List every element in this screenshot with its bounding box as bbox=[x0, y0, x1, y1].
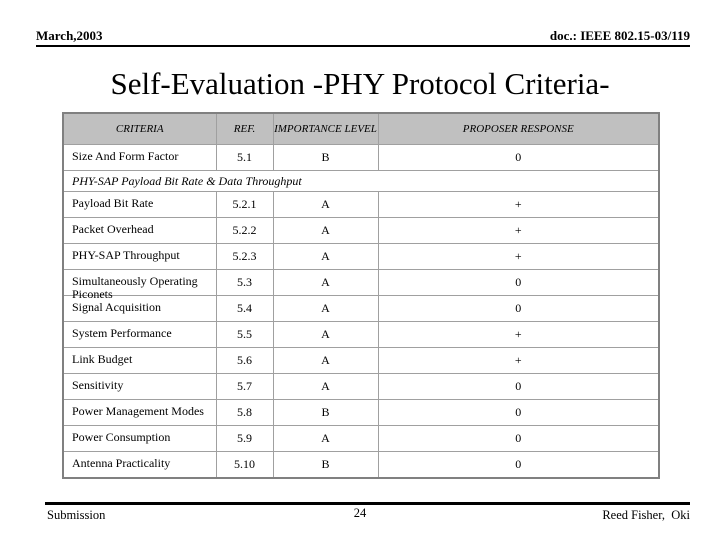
level-cell: A bbox=[272, 191, 379, 218]
header-doc-number: doc.: IEEE 802.15-03/119 bbox=[549, 28, 690, 43]
footer-rule bbox=[45, 502, 690, 505]
level-cell: A bbox=[272, 217, 379, 244]
level-cell: A bbox=[272, 321, 379, 348]
level-cell: A bbox=[272, 243, 379, 270]
header-rule bbox=[36, 45, 690, 47]
ref-cell: 5.2.3 bbox=[215, 243, 274, 270]
ref-cell: 5.5 bbox=[215, 321, 274, 348]
table-row: Packet Overhead 5.2.2 A + bbox=[62, 217, 660, 244]
ref-cell: 5.6 bbox=[215, 347, 274, 374]
ref-cell: 5.2.1 bbox=[215, 191, 274, 218]
level-cell: A bbox=[272, 425, 379, 452]
criteria-label: PHY-SAP Throughput bbox=[72, 247, 180, 262]
table-row: Payload Bit Rate 5.2.1 A + bbox=[62, 191, 660, 218]
response-cell: 0 bbox=[377, 295, 660, 322]
column-header-ref: REF. bbox=[215, 112, 274, 145]
table-row: System Performance 5.5 A + bbox=[62, 321, 660, 348]
table-row: Power Management Modes 5.8 B 0 bbox=[62, 399, 660, 426]
ref-cell: 5.7 bbox=[215, 373, 274, 400]
header-date: March,2003 bbox=[36, 28, 103, 43]
table-row: Simultaneously Operating Piconets 5.3 A 0 bbox=[62, 269, 660, 301]
level-cell: B bbox=[272, 399, 379, 426]
response-cell: + bbox=[377, 347, 660, 374]
level-cell: A bbox=[272, 269, 379, 296]
criteria-cell: Sensitivity bbox=[62, 373, 217, 400]
table-row: Antenna Practicality 5.10 B 0 bbox=[62, 451, 660, 479]
criteria-cell: Power Management Modes bbox=[62, 399, 217, 426]
level-cell: A bbox=[272, 347, 379, 374]
table-row: Link Budget 5.6 A + bbox=[62, 347, 660, 374]
ref-cell: 5.9 bbox=[215, 425, 274, 452]
criteria-label: Sensitivity bbox=[72, 377, 124, 392]
criteria-cell: Link Budget bbox=[62, 347, 217, 374]
criteria-cell: Simultaneously Operating Piconets bbox=[62, 269, 217, 301]
level-cell: B bbox=[272, 451, 379, 479]
column-header-proposer-response: PROPOSER RESPONSE bbox=[377, 112, 660, 145]
criteria-label: Power Consumption bbox=[72, 429, 171, 444]
level-cell: A bbox=[272, 295, 379, 322]
response-cell: 0 bbox=[377, 144, 660, 171]
column-header-criteria: CRITERIA bbox=[62, 112, 217, 145]
criteria-cell: PHY-SAP Throughput bbox=[62, 243, 217, 270]
criteria-label: Antenna Practicality bbox=[72, 455, 171, 470]
column-header-importance-level: IMPORTANCE LEVEL bbox=[272, 112, 379, 145]
ref-cell: 5.1 bbox=[215, 144, 274, 171]
criteria-cell: Packet Overhead bbox=[62, 217, 217, 244]
criteria-cell: Size And Form Factor bbox=[62, 144, 217, 171]
page-title: Self-Evaluation -PHY Protocol Criteria- bbox=[110, 66, 610, 101]
level-cell: B bbox=[272, 144, 379, 171]
response-cell: + bbox=[377, 321, 660, 348]
response-cell: 0 bbox=[377, 373, 660, 400]
response-cell: 0 bbox=[377, 425, 660, 452]
table-row: Sensitivity 5.7 A 0 bbox=[62, 373, 660, 400]
footer-author: Reed Fisher, Oki bbox=[602, 508, 690, 522]
ref-cell: 5.10 bbox=[215, 451, 274, 479]
criteria-cell: Payload Bit Rate bbox=[62, 191, 217, 218]
criteria-label: Size And Form Factor bbox=[72, 148, 179, 163]
ref-cell: 5.8 bbox=[215, 399, 274, 426]
response-cell: + bbox=[377, 191, 660, 218]
criteria-cell: System Performance bbox=[62, 321, 217, 348]
response-cell: 0 bbox=[377, 399, 660, 426]
criteria-label: System Performance bbox=[72, 325, 172, 340]
criteria-cell: Signal Acquisition bbox=[62, 295, 217, 322]
criteria-label: Packet Overhead bbox=[72, 221, 154, 236]
criteria-label: Power Management Modes bbox=[72, 403, 204, 418]
ref-cell: 5.4 bbox=[215, 295, 274, 322]
criteria-label: Signal Acquisition bbox=[72, 299, 162, 314]
section-header-cell: PHY-SAP Payload Bit Rate & Data Throughp… bbox=[62, 170, 660, 192]
response-cell: + bbox=[377, 243, 660, 270]
criteria-cell: Antenna Practicality bbox=[62, 451, 217, 479]
response-cell: 0 bbox=[377, 451, 660, 479]
table-row: Signal Acquisition 5.4 A 0 bbox=[62, 295, 660, 322]
ref-cell: 5.3 bbox=[215, 269, 274, 296]
criteria-table: CRITERIA REF. IMPORTANCE LEVEL PROPOSER … bbox=[62, 112, 660, 479]
response-cell: + bbox=[377, 217, 660, 244]
footer-page-number: 24 bbox=[353, 506, 367, 520]
response-cell: 0 bbox=[377, 269, 660, 296]
criteria-label: Link Budget bbox=[72, 351, 133, 366]
criteria-label: Simultaneously Operating Piconets bbox=[72, 273, 198, 301]
footer-submission-label: Submission bbox=[47, 508, 106, 522]
table-row: PHY-SAP Throughput 5.2.3 A + bbox=[62, 243, 660, 270]
criteria-label: Payload Bit Rate bbox=[72, 195, 154, 210]
table-header-row: CRITERIA REF. IMPORTANCE LEVEL PROPOSER … bbox=[62, 112, 660, 145]
criteria-table-body: Size And Form Factor 5.1 B 0 PHY-SAP Payload… bbox=[62, 144, 660, 479]
table-row: Size And Form Factor 5.1 B 0 bbox=[62, 144, 660, 171]
section-row: PHY-SAP Payload Bit Rate & Data Throughp… bbox=[62, 170, 660, 192]
table-row: Power Consumption 5.9 A 0 bbox=[62, 425, 660, 452]
ref-cell: 5.2.2 bbox=[215, 217, 274, 244]
level-cell: A bbox=[272, 373, 379, 400]
criteria-cell: Power Consumption bbox=[62, 425, 217, 452]
